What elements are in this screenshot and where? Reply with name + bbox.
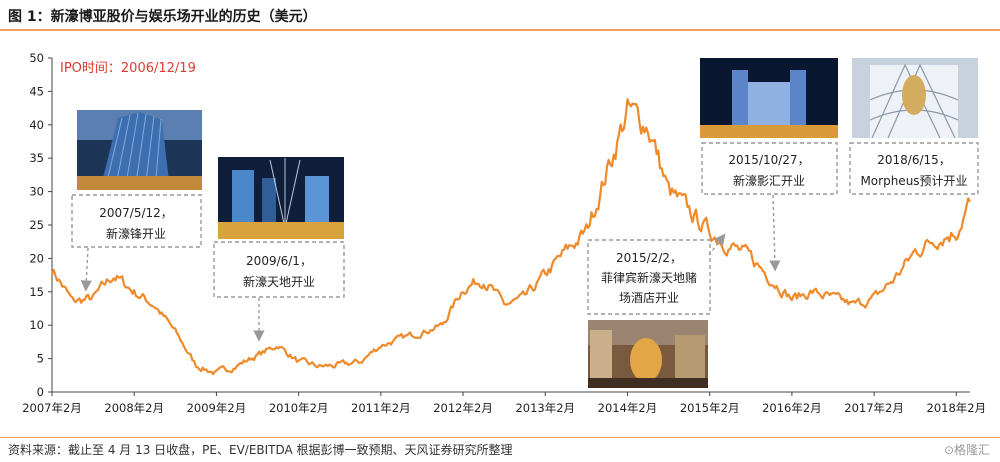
x-tick-label: 2012年2月 <box>433 401 493 415</box>
figure-title: 图 1：新濠博亚股价与娱乐场开业的历史（美元） <box>8 9 317 25</box>
pointer-4 <box>769 194 781 272</box>
annotation-box-1: 2007/5/12， 新濠锋开业 <box>71 194 202 248</box>
y-tick-label: 20 <box>29 251 44 265</box>
annotation-2-line-2: 新濠天地开业 <box>243 274 315 289</box>
annotation-3-line-2: 菲律宾新濠天地赌 <box>601 270 697 285</box>
casino-photo-3 <box>588 320 708 388</box>
annotation-5-line-2: Morpheus预计开业 <box>860 174 967 188</box>
annotation-2-line-1: 2009/6/1， <box>246 254 312 268</box>
watermark: ⊙格隆汇 <box>943 443 990 457</box>
y-tick-label: 5 <box>37 352 44 366</box>
annotation-box-3: 2015/2/2， 菲律宾新濠天地赌 场酒店开业 <box>587 239 711 315</box>
annotation-box-5: 2018/6/15， Morpheus预计开业 <box>849 142 979 195</box>
casino-photo-2 <box>218 157 344 239</box>
price-line <box>50 98 971 376</box>
annotation-pointers <box>80 194 781 342</box>
casino-photo-5 <box>852 58 978 139</box>
y-tick-label: 40 <box>29 118 44 132</box>
x-tick-label: 2018年2月 <box>927 401 987 415</box>
annotation-4-line-2: 新濠影汇开业 <box>733 173 805 188</box>
y-tick-label: 35 <box>29 151 44 165</box>
top-divider <box>0 29 1000 31</box>
y-tick-label: 45 <box>29 84 44 98</box>
x-tick-label: 2011年2月 <box>351 401 411 415</box>
annotation-box-2: 2009/6/1， 新濠天地开业 <box>213 241 345 298</box>
pointer-1 <box>80 247 92 292</box>
x-axis-ticks: 2007年2月 2008年2月 2009年2月 2010年2月 2011年2月 2012年… <box>22 392 986 415</box>
x-tick-label: 2015年2月 <box>680 401 740 415</box>
source-note: 资料来源：截止至 4 月 13 日收盘，PE、EV/EBITDA 根据彭博一致预… <box>8 443 513 457</box>
x-tick-label: 2016年2月 <box>762 401 822 415</box>
x-tick-label: 2007年2月 <box>22 401 82 415</box>
x-tick-label: 2008年2月 <box>104 401 164 415</box>
annotation-3-line-1: 2015/2/2， <box>616 251 682 265</box>
y-tick-label: 50 <box>29 51 44 65</box>
annotation-1-line-2: 新濠锋开业 <box>106 226 166 241</box>
annotation-5-line-1: 2018/6/15， <box>877 153 951 167</box>
y-axis-ticks: 0 5 10 15 20 25 30 35 40 45 50 <box>29 51 52 399</box>
annotation-1-line-1: 2007/5/12， <box>99 206 173 220</box>
ipo-annotation: IPO时间：2006/12/19 <box>60 61 196 76</box>
y-tick-label: 15 <box>29 285 44 299</box>
annotation-3-line-3: 场酒店开业 <box>619 291 679 305</box>
casino-photo-4 <box>700 58 838 138</box>
y-tick-label: 30 <box>29 185 44 199</box>
bottom-divider <box>0 437 1000 438</box>
x-tick-label: 2017年2月 <box>844 401 904 415</box>
y-tick-label: 25 <box>29 218 44 232</box>
x-tick-label: 2013年2月 <box>515 401 575 415</box>
x-tick-label: 2014年2月 <box>598 401 658 415</box>
annotation-box-4: 2015/10/27， 新濠影汇开业 <box>701 142 838 195</box>
x-tick-label: 2009年2月 <box>187 401 247 415</box>
y-tick-label: 0 <box>37 385 44 399</box>
casino-photo-1 <box>77 110 202 191</box>
x-tick-label: 2010年2月 <box>269 401 329 415</box>
y-tick-label: 10 <box>29 318 44 332</box>
annotation-4-line-1: 2015/10/27， <box>728 153 809 167</box>
